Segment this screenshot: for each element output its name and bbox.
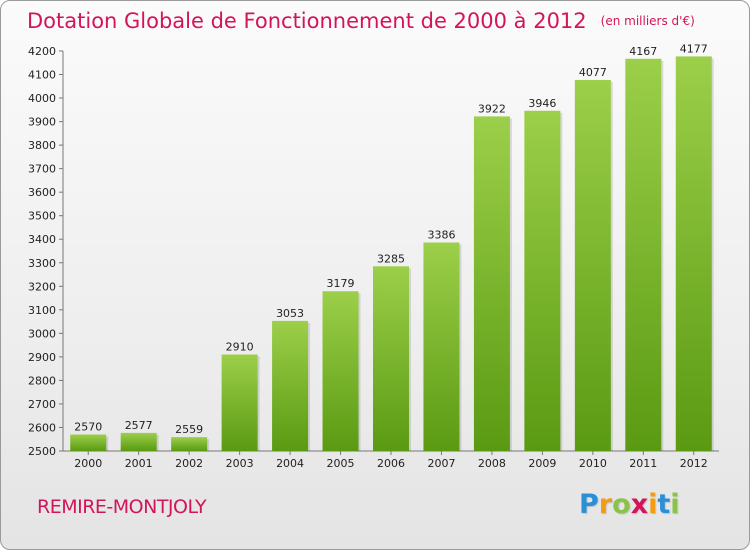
title-text: Dotation Globale de Fonctionnement de 20… [27,9,587,33]
chart-title: Dotation Globale de Fonctionnement de 20… [27,9,695,33]
logo-letter: r [598,489,613,520]
value-label: 3285 [377,252,405,265]
x-tick-label: 2007 [427,457,455,470]
logo-letter: i [648,489,658,520]
bar-2003 [221,354,258,451]
bar-2006 [373,266,409,451]
logo-letter: x [630,489,649,520]
x-tick-label: 2011 [629,457,657,470]
y-tick-label: 2500 [28,445,56,458]
logo-letter: i [670,489,680,520]
y-tick-label: 2800 [28,374,56,387]
x-tick-label: 2006 [377,457,405,470]
x-tick-label: 2008 [478,457,506,470]
y-tick-label: 3200 [28,280,56,293]
y-tick-label: 2700 [28,398,56,411]
logo-letter: o [612,489,631,520]
y-tick-label: 3400 [28,233,56,246]
bar-2010 [574,79,611,452]
bar-2007 [423,242,460,451]
value-label: 3946 [528,97,556,110]
x-tick-label: 2003 [226,457,254,470]
x-tick-label: 2001 [125,457,153,470]
x-tick-label: 2002 [175,457,203,470]
value-label: 3922 [478,102,506,115]
bar-2008 [473,116,510,451]
bar-2005 [322,291,359,451]
bar-2001 [120,432,157,451]
logo-letter: t [657,489,671,520]
value-label: 2570 [74,421,102,434]
bar-2011 [625,58,662,451]
x-tick-label: 2009 [528,457,556,470]
y-tick-label: 4200 [28,45,56,58]
y-tick-label: 4100 [28,69,56,82]
y-tick-label: 4000 [28,92,56,105]
value-label: 3179 [327,277,355,290]
x-tick-label: 2005 [327,457,355,470]
logo-letter: P [579,489,599,520]
y-tick-label: 3000 [28,327,56,340]
y-tick-label: 3700 [28,163,56,176]
value-label: 2577 [125,419,153,432]
axes: 2500 2600 2700 2800 2900 3000 3100 3200 3300 3400… [28,45,719,458]
bar-2004 [272,320,309,451]
y-tick-label: 3300 [28,257,56,270]
value-label: 3386 [427,229,455,242]
value-label: 2559 [175,423,203,436]
unit-label: (en milliers d'€) [600,14,695,28]
value-label: 2910 [226,341,254,354]
y-tick-label: 3800 [28,139,56,152]
labels: 2000 2570 2001 2577 2002 2559 2003 2910 2004 3053… [74,42,708,470]
y-tick-label: 3600 [28,186,56,199]
proxiti-logo: Proxiti [579,489,680,520]
bar-2009 [524,110,561,451]
commune-name: REMIRE-MONTJOLY [37,496,207,518]
bar-2012 [675,56,712,451]
bar-2000 [70,434,107,451]
value-label: 3053 [276,307,304,320]
y-tick-label: 2900 [28,351,56,364]
bars [70,56,714,452]
y-tick-label: 2600 [28,421,56,434]
x-tick-label: 2012 [680,457,708,470]
x-tick-label: 2010 [579,457,607,470]
x-tick-label: 2004 [276,457,304,470]
bar-2002 [171,437,208,451]
value-label: 4077 [579,66,607,79]
value-label: 4167 [629,45,657,58]
y-tick-label: 3500 [28,210,56,223]
y-tick-label: 3900 [28,116,56,129]
y-tick-label: 3100 [28,304,56,317]
x-tick-label: 2000 [74,457,102,470]
value-label: 4177 [680,42,708,55]
